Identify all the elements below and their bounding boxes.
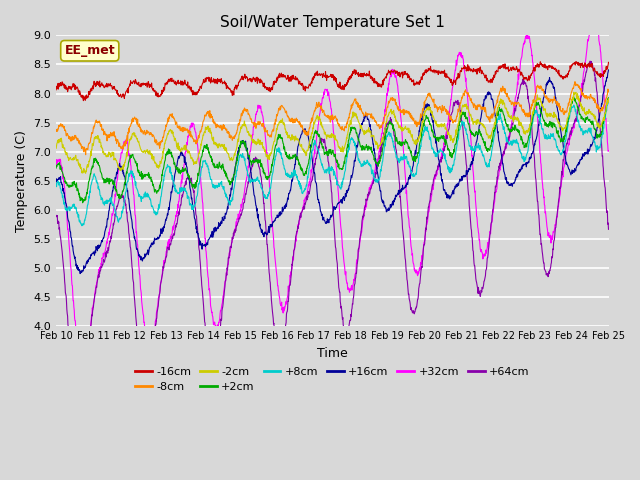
Title: Soil/Water Temperature Set 1: Soil/Water Temperature Set 1 <box>220 15 445 30</box>
+64cm <box>95 269 103 275</box>
-8cm <box>367 115 374 120</box>
+2cm <box>570 94 577 100</box>
+2cm <box>52 165 60 171</box>
-16cm <box>79 98 87 104</box>
X-axis label: Time: Time <box>317 347 348 360</box>
+2cm <box>287 154 295 160</box>
+16cm <box>298 128 306 134</box>
-2cm <box>308 131 316 137</box>
Line: -2cm: -2cm <box>56 92 609 173</box>
-16cm <box>308 76 316 82</box>
+8cm <box>367 162 374 168</box>
+8cm <box>78 223 86 228</box>
-16cm <box>95 81 103 87</box>
+8cm <box>95 187 103 192</box>
+32cm <box>52 163 60 169</box>
+64cm <box>367 186 374 192</box>
+8cm <box>605 100 612 106</box>
+2cm <box>367 146 374 152</box>
+64cm <box>586 58 594 64</box>
+8cm <box>118 208 125 214</box>
-2cm <box>570 89 578 95</box>
Y-axis label: Temperature (C): Temperature (C) <box>15 130 28 232</box>
+2cm <box>298 168 306 173</box>
+16cm <box>287 185 295 191</box>
+32cm <box>605 148 612 154</box>
+64cm <box>605 227 612 232</box>
+64cm <box>118 194 125 200</box>
-16cm <box>287 78 295 84</box>
+64cm <box>52 214 60 219</box>
+64cm <box>74 408 81 414</box>
+8cm <box>287 173 295 179</box>
+64cm <box>287 276 295 281</box>
-2cm <box>367 129 374 134</box>
-8cm <box>287 119 295 125</box>
-2cm <box>605 96 612 102</box>
Legend: -16cm, -8cm, -2cm, +2cm, +8cm, +16cm, +32cm, +64cm: -16cm, -8cm, -2cm, +2cm, +8cm, +16cm, +3… <box>131 362 534 396</box>
+32cm <box>367 185 374 191</box>
+16cm <box>118 165 125 171</box>
-8cm <box>82 152 90 157</box>
+64cm <box>298 208 306 214</box>
+8cm <box>604 99 612 105</box>
Line: +8cm: +8cm <box>56 102 609 226</box>
+64cm <box>308 177 316 183</box>
+2cm <box>118 192 125 198</box>
+32cm <box>79 362 86 368</box>
+16cm <box>95 245 103 251</box>
-8cm <box>52 128 60 134</box>
-8cm <box>298 123 306 129</box>
Text: EE_met: EE_met <box>65 44 115 57</box>
-16cm <box>605 60 612 65</box>
-2cm <box>298 146 306 152</box>
-8cm <box>571 79 579 84</box>
-16cm <box>572 59 580 64</box>
+32cm <box>287 269 295 275</box>
-2cm <box>95 140 103 145</box>
+16cm <box>367 127 374 132</box>
-16cm <box>52 87 60 93</box>
+32cm <box>118 150 125 156</box>
+32cm <box>298 208 306 214</box>
-8cm <box>605 89 612 95</box>
+8cm <box>308 147 316 153</box>
+2cm <box>95 162 103 168</box>
-8cm <box>118 145 125 151</box>
+8cm <box>52 180 60 186</box>
Line: -16cm: -16cm <box>56 61 609 101</box>
+16cm <box>605 67 612 73</box>
Line: +32cm: +32cm <box>56 18 609 365</box>
-2cm <box>52 145 60 151</box>
-8cm <box>95 118 103 124</box>
-16cm <box>298 81 306 86</box>
Line: +2cm: +2cm <box>56 97 609 203</box>
-2cm <box>82 170 90 176</box>
+32cm <box>95 270 103 276</box>
+2cm <box>605 95 612 101</box>
-16cm <box>118 94 125 100</box>
Line: +16cm: +16cm <box>56 70 609 274</box>
+8cm <box>298 190 306 196</box>
+32cm <box>590 15 598 21</box>
-16cm <box>367 73 374 79</box>
+16cm <box>308 156 316 162</box>
Line: +64cm: +64cm <box>56 61 609 411</box>
+16cm <box>76 271 84 276</box>
Line: -8cm: -8cm <box>56 82 609 155</box>
+2cm <box>308 139 316 145</box>
+32cm <box>308 166 316 171</box>
-8cm <box>308 115 316 121</box>
+2cm <box>79 200 86 205</box>
-2cm <box>287 137 295 143</box>
+16cm <box>52 178 60 184</box>
-2cm <box>118 165 125 171</box>
